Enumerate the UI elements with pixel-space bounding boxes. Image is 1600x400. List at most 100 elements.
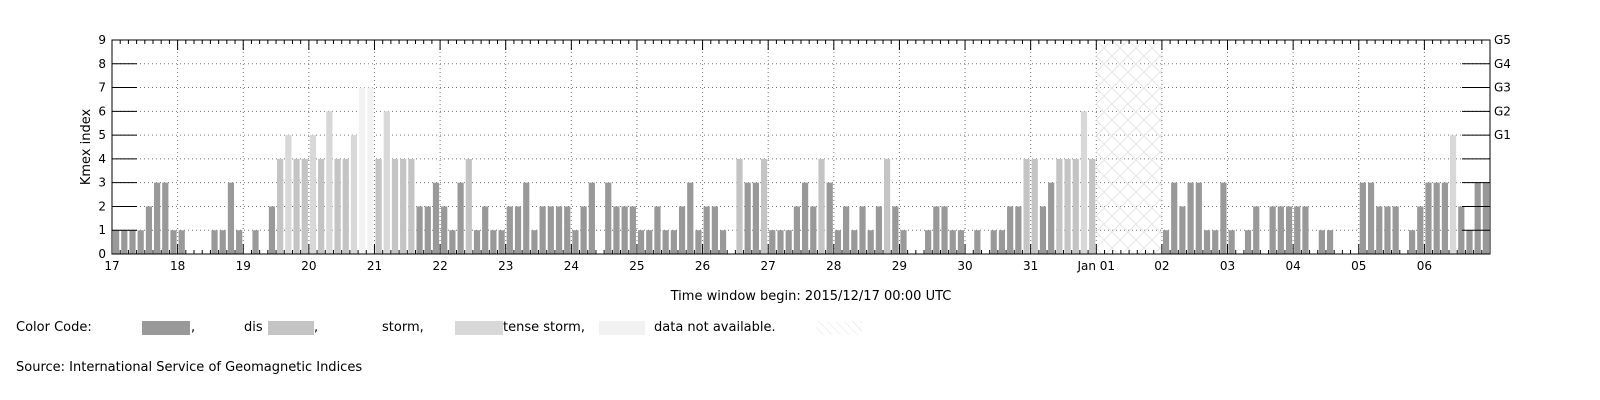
y-tick-label: 0 xyxy=(98,247,106,261)
legend-swatch-storm xyxy=(455,321,503,335)
bar xyxy=(473,230,481,254)
bar xyxy=(1072,158,1079,254)
bar xyxy=(1417,206,1424,254)
bar xyxy=(1482,182,1489,254)
bar xyxy=(383,111,390,254)
x-tick-label: 29 xyxy=(892,259,907,273)
x-tick-label: 02 xyxy=(1154,259,1169,273)
x-tick-label: 28 xyxy=(826,259,841,273)
bar xyxy=(227,182,235,254)
x-axis-label: Time window begin: 2015/12/17 00:00 UTC xyxy=(670,289,952,304)
bar xyxy=(490,230,497,254)
bar xyxy=(1195,182,1202,254)
bar xyxy=(654,206,661,254)
bar xyxy=(457,182,464,254)
bar xyxy=(1007,206,1014,254)
bar xyxy=(744,182,751,254)
legend-swatch-quiet xyxy=(142,321,190,335)
bar xyxy=(1269,206,1276,254)
bar xyxy=(1080,111,1088,254)
y-tick-label: 9 xyxy=(98,33,106,47)
bar xyxy=(580,206,587,254)
x-tick-label: 06 xyxy=(1417,259,1432,273)
bar xyxy=(933,206,940,254)
bar xyxy=(564,206,571,254)
legend-title: Color Code: xyxy=(16,320,92,335)
g-scale-label: G2 xyxy=(1494,104,1511,118)
bar xyxy=(949,230,956,254)
bar xyxy=(1277,206,1284,254)
y-tick-label: 2 xyxy=(98,199,106,213)
bar xyxy=(342,158,349,254)
bar xyxy=(678,206,686,254)
bar xyxy=(432,182,440,254)
bar xyxy=(1031,158,1038,254)
bar xyxy=(703,206,710,254)
bar xyxy=(285,135,292,254)
bar xyxy=(268,206,276,254)
y-axis-label: Kmex index xyxy=(79,109,94,186)
bar xyxy=(482,206,489,254)
bar xyxy=(523,182,530,254)
bar xyxy=(293,158,300,254)
bar xyxy=(1187,182,1194,254)
bar xyxy=(859,206,866,254)
bar xyxy=(810,206,817,254)
bar xyxy=(736,158,743,254)
bar xyxy=(514,206,522,254)
legend-label-not-available: data not available. xyxy=(654,320,776,335)
bar xyxy=(925,230,932,254)
g-scale-labels: G1 G2 G3 G4 G5 xyxy=(1494,33,1511,142)
g-scale-label: G5 xyxy=(1494,33,1511,47)
x-tick-label: 30 xyxy=(957,259,972,273)
bar xyxy=(1220,182,1227,254)
bar xyxy=(711,206,718,254)
bar xyxy=(1449,135,1457,254)
bar xyxy=(408,158,415,254)
axis-ticks xyxy=(111,39,1491,255)
bar xyxy=(145,206,153,254)
bar xyxy=(1474,182,1481,254)
bar xyxy=(892,206,899,254)
bar xyxy=(826,182,833,254)
y-tick-labels: 0 1 2 3 4 5 6 7 8 9 xyxy=(98,33,106,261)
legend-swatch-intense-storm xyxy=(599,321,645,335)
missing-data-area xyxy=(1096,40,1162,254)
bar xyxy=(252,230,259,254)
x-tick-label: 20 xyxy=(301,259,316,273)
bar xyxy=(154,182,161,254)
x-tick-labels: 17 18 19 20 21 22 23 24 25 26 27 28 29 30 31 Jan 01 02 03… xyxy=(104,259,1432,273)
bar xyxy=(1384,206,1391,254)
bar xyxy=(900,230,907,254)
bar xyxy=(875,206,883,254)
bar xyxy=(400,158,407,254)
bar xyxy=(1089,158,1096,254)
legend-swatch-not-available xyxy=(816,321,862,335)
legend-label-storm: storm, xyxy=(382,320,424,335)
x-tick-label: 03 xyxy=(1220,259,1235,273)
bar xyxy=(695,230,702,254)
bar xyxy=(974,230,981,254)
bar xyxy=(1039,206,1047,254)
bar xyxy=(137,230,144,254)
bar xyxy=(309,135,317,254)
bar xyxy=(326,111,333,254)
bar xyxy=(572,230,579,254)
bar xyxy=(416,206,423,254)
bar xyxy=(613,206,620,254)
bar xyxy=(605,182,612,254)
bar xyxy=(1023,158,1030,254)
bar xyxy=(547,206,554,254)
y-tick-label: 5 xyxy=(98,128,106,142)
bar xyxy=(769,230,776,254)
bar xyxy=(719,230,727,254)
bar xyxy=(687,182,694,254)
bar xyxy=(1441,182,1448,254)
y-tick-label: 7 xyxy=(98,81,106,95)
bar xyxy=(465,158,472,254)
grid-lines xyxy=(112,40,1490,254)
x-tick-label: 05 xyxy=(1351,259,1366,273)
bar xyxy=(1318,230,1325,254)
y-tick-label: 3 xyxy=(98,176,106,190)
x-tick-label: 24 xyxy=(564,259,579,273)
